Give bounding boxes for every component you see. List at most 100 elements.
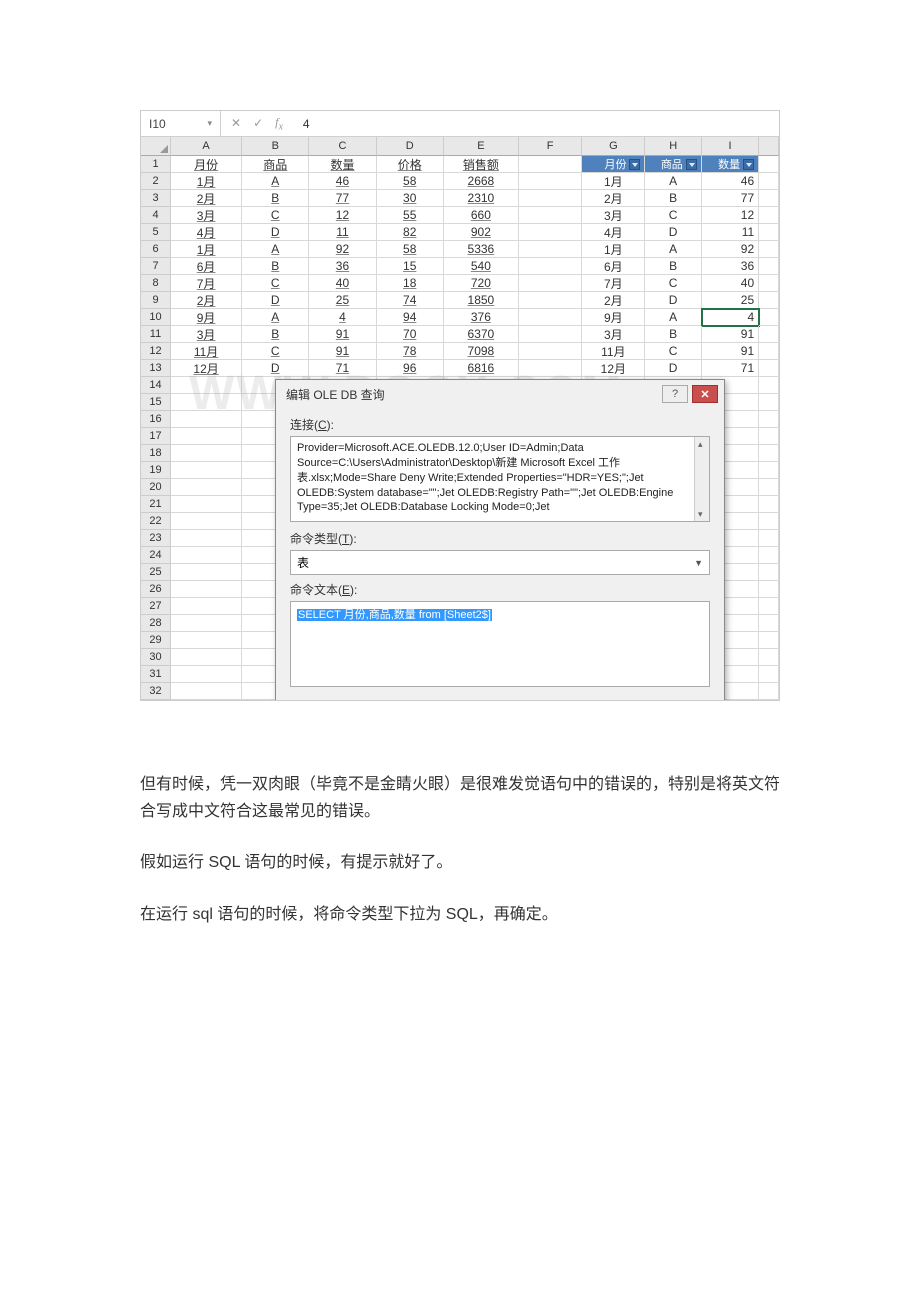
filter-icon[interactable]: [743, 159, 754, 170]
cell[interactable]: [519, 360, 582, 377]
cell[interactable]: 销售额: [444, 156, 519, 173]
cell[interactable]: 70: [377, 326, 444, 343]
col-header[interactable]: D: [377, 137, 444, 156]
cell[interactable]: 3月: [171, 207, 242, 224]
row-header[interactable]: 23: [141, 530, 171, 547]
cell[interactable]: 91: [702, 326, 759, 343]
row-header[interactable]: 31: [141, 666, 171, 683]
cell[interactable]: [759, 258, 779, 275]
cell[interactable]: 数量: [702, 156, 759, 173]
cell[interactable]: 1月: [171, 241, 242, 258]
cell[interactable]: 36: [702, 258, 759, 275]
row-header[interactable]: 27: [141, 598, 171, 615]
cell[interactable]: 4: [309, 309, 376, 326]
dialog-titlebar[interactable]: 编辑 OLE DB 查询 ? ✕: [276, 380, 724, 408]
cell[interactable]: 94: [377, 309, 444, 326]
filter-icon[interactable]: [629, 159, 640, 170]
cell[interactable]: 7月: [582, 275, 645, 292]
row-header[interactable]: 2: [141, 173, 171, 190]
cell[interactable]: B: [645, 326, 701, 343]
row-header[interactable]: 17: [141, 428, 171, 445]
cell[interactable]: C: [242, 207, 309, 224]
cell[interactable]: 25: [702, 292, 759, 309]
cell[interactable]: 12月: [582, 360, 645, 377]
row-header[interactable]: 5: [141, 224, 171, 241]
cell[interactable]: 商品: [645, 156, 701, 173]
row-header[interactable]: 22: [141, 513, 171, 530]
scrollbar[interactable]: [694, 437, 709, 521]
cell[interactable]: A: [242, 173, 309, 190]
cell[interactable]: [519, 190, 582, 207]
cell[interactable]: B: [242, 258, 309, 275]
cell[interactable]: 18: [377, 275, 444, 292]
cell[interactable]: [759, 207, 779, 224]
cell[interactable]: [519, 173, 582, 190]
cell[interactable]: 3月: [582, 207, 645, 224]
cell[interactable]: 902: [444, 224, 519, 241]
cell[interactable]: [759, 190, 779, 207]
row-header[interactable]: 6: [141, 241, 171, 258]
cell[interactable]: 46: [702, 173, 759, 190]
cell[interactable]: A: [242, 309, 309, 326]
cell[interactable]: B: [645, 258, 701, 275]
cell[interactable]: D: [645, 360, 701, 377]
row-header[interactable]: 12: [141, 343, 171, 360]
row-header[interactable]: 3: [141, 190, 171, 207]
col-header[interactable]: C: [309, 137, 376, 156]
cell[interactable]: 1月: [171, 173, 242, 190]
row-header[interactable]: 10: [141, 309, 171, 326]
row-header[interactable]: 26: [141, 581, 171, 598]
cancel-icon[interactable]: ✕: [231, 116, 241, 130]
cell[interactable]: 价格: [377, 156, 444, 173]
col-header[interactable]: [759, 137, 779, 156]
cell[interactable]: 540: [444, 258, 519, 275]
help-button[interactable]: ?: [662, 385, 688, 403]
row-header[interactable]: 16: [141, 411, 171, 428]
cell[interactable]: C: [242, 275, 309, 292]
cell[interactable]: [519, 207, 582, 224]
cell[interactable]: 2月: [171, 190, 242, 207]
cell[interactable]: 7月: [171, 275, 242, 292]
cell[interactable]: 11: [309, 224, 376, 241]
col-header[interactable]: I: [702, 137, 759, 156]
cell[interactable]: 4月: [171, 224, 242, 241]
cell[interactable]: 46: [309, 173, 376, 190]
cell[interactable]: [519, 156, 582, 173]
cell[interactable]: 6370: [444, 326, 519, 343]
cell[interactable]: A: [645, 241, 701, 258]
cell[interactable]: 4月: [582, 224, 645, 241]
cell[interactable]: 91: [309, 343, 376, 360]
cell[interactable]: C: [242, 343, 309, 360]
cell[interactable]: D: [242, 292, 309, 309]
cell[interactable]: C: [645, 275, 701, 292]
cell[interactable]: C: [645, 207, 701, 224]
row-header[interactable]: 9: [141, 292, 171, 309]
cell[interactable]: 5336: [444, 241, 519, 258]
cell[interactable]: 9月: [171, 309, 242, 326]
cell[interactable]: 71: [702, 360, 759, 377]
cell[interactable]: B: [645, 190, 701, 207]
cell[interactable]: 11月: [171, 343, 242, 360]
cell[interactable]: 77: [702, 190, 759, 207]
cell[interactable]: 商品: [242, 156, 309, 173]
cell[interactable]: [759, 343, 779, 360]
cell[interactable]: [519, 309, 582, 326]
cell[interactable]: [759, 275, 779, 292]
cell[interactable]: 数量: [309, 156, 376, 173]
cell[interactable]: 92: [702, 241, 759, 258]
row-header[interactable]: 11: [141, 326, 171, 343]
cell[interactable]: 40: [702, 275, 759, 292]
cell[interactable]: B: [242, 326, 309, 343]
cell[interactable]: [519, 241, 582, 258]
row-header[interactable]: 18: [141, 445, 171, 462]
row-header[interactable]: 19: [141, 462, 171, 479]
cell[interactable]: 12: [702, 207, 759, 224]
cell[interactable]: 2月: [171, 292, 242, 309]
cell[interactable]: 55: [377, 207, 444, 224]
col-header[interactable]: A: [171, 137, 242, 156]
cell[interactable]: [759, 241, 779, 258]
cell[interactable]: 12月: [171, 360, 242, 377]
cell[interactable]: 36: [309, 258, 376, 275]
cell[interactable]: [519, 275, 582, 292]
cell[interactable]: 96: [377, 360, 444, 377]
